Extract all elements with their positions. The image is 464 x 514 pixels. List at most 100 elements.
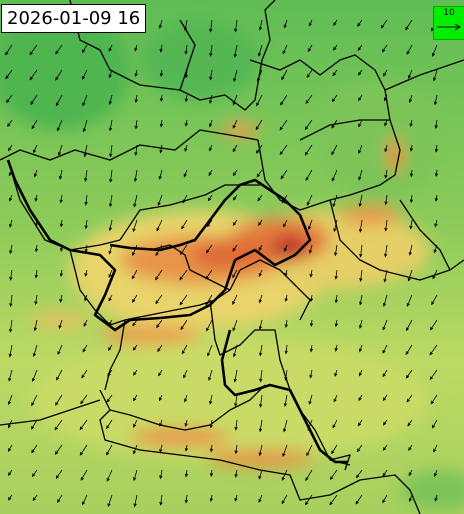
wind-arrow [183,369,188,379]
wind-arrow [205,244,213,254]
wind-arrow [359,269,363,282]
wind-arrow [179,294,188,306]
wind-arrow [106,444,113,456]
wind-arrow [157,344,163,353]
wind-arrow [358,194,363,207]
wind-arrow [6,94,13,104]
wind-arrow [356,444,363,453]
wind-arrow [159,44,163,53]
wind-arrow [108,294,113,302]
wind-arrow [8,369,13,382]
wind-arrow [157,194,163,206]
wind-arrow [283,219,288,228]
wind-arrow [280,169,288,180]
wind-arrow [159,419,163,427]
wind-arrow [159,144,163,154]
wind-arrow [133,394,138,402]
wind-arrow [55,69,63,81]
wind-arrow [258,469,263,480]
wind-arrow [304,494,313,506]
wind-arrow [382,294,388,308]
wind-arrow [108,69,113,79]
wind-arrow [134,119,138,130]
wind-arrow [132,219,138,233]
wind-arrow [155,244,163,257]
wind-arrow [82,44,88,54]
wind-arrow [407,419,413,427]
wind-arrow [80,394,88,405]
wind-arrow [258,294,263,304]
wind-arrow [208,369,213,381]
wind-arrow [334,344,338,352]
wind-arrow [308,394,313,405]
wind-arrow [57,344,63,355]
wind-arrow [108,94,113,105]
wind-arrow [258,419,263,433]
wind-arrow [181,219,188,230]
wind-arrow [7,444,13,452]
wind-arrow [357,419,363,427]
wind-arrow [405,19,413,31]
wind-arrow [106,394,113,403]
wind-arrow [433,69,438,82]
wind-arrow [107,344,113,351]
wind-arrow [54,444,63,455]
wind-arrow [109,169,113,183]
wind-arrow [108,319,113,326]
wind-arrow [82,344,88,353]
wind-arrow [232,119,238,129]
wind-arrow [9,219,13,228]
wind-arrow [283,419,288,433]
wind-arrow [8,344,13,358]
wind-arrow [284,294,288,302]
wind-arrow [133,369,138,376]
wind-arrow [433,94,438,106]
wind-arrow [59,269,64,277]
wind-arrow [258,244,263,252]
wind-arrow [233,344,238,358]
wind-arrow [259,344,263,357]
wind-arrow [80,469,88,481]
wind-arrow [408,444,413,451]
wind-arrow [232,269,238,279]
wind-arrow [5,69,13,80]
wind-arrow [358,94,363,102]
wind-arrow [329,494,338,506]
wind-arrow [284,244,288,252]
wind-arrow [234,444,238,455]
wind-arrow [382,494,388,504]
wind-arrow [184,69,189,79]
wind-arrow [305,169,313,181]
wind-arrow [306,444,313,457]
wind-arrow [59,244,64,252]
wind-arrow [234,19,238,33]
wind-arrow [234,394,238,407]
wind-arrow [133,494,138,508]
wind-arrow [79,444,88,456]
wind-arrow [304,144,313,156]
wind-arrow [209,94,213,104]
wind-arrow [82,494,88,506]
wind-arrow [382,369,388,378]
wind-arrow [434,144,439,153]
wind-arrow [33,319,38,332]
wind-arrow [279,144,288,156]
wind-arrow [184,144,188,152]
wind-arrow [284,319,288,328]
wind-arrow [9,194,13,202]
wind-arrow [29,69,38,81]
wind-arrow [380,19,388,29]
wind-arrow [34,194,38,202]
wind-arrow [134,144,138,156]
wind-arrow [259,394,263,408]
wind-arrow [133,419,138,428]
wind-arrow [109,144,113,158]
wind-arrow [382,394,388,402]
wind-arrow [206,219,213,228]
wind-arrow [209,444,214,453]
wind-arrow [384,194,388,206]
wind-arrow [7,469,13,476]
wind-arrow [308,19,313,27]
wind-arrow [131,294,138,303]
